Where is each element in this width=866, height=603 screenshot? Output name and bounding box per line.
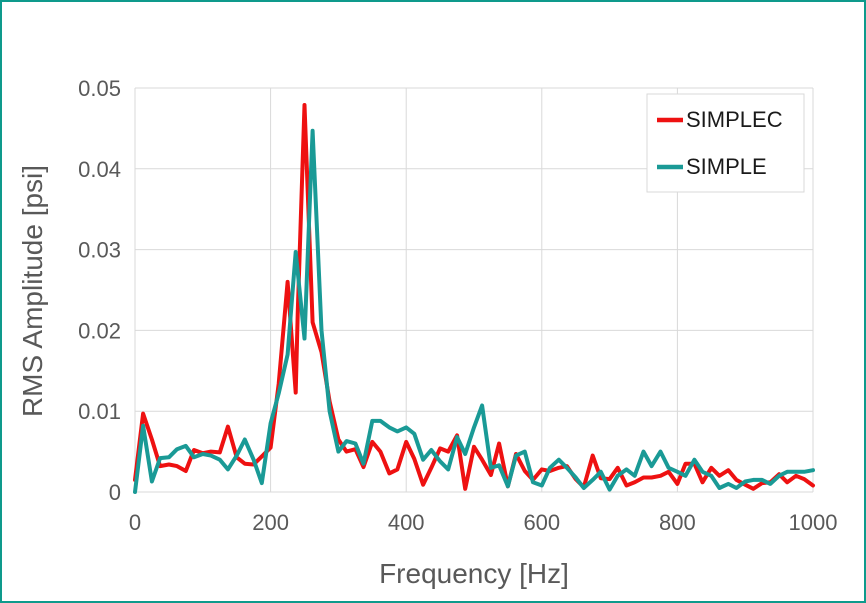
x-tick-label: 0 [129,510,141,535]
y-tick-label: 0.02 [78,318,121,343]
axes [134,88,813,493]
legend-box [646,93,805,193]
y-tick-label: 0.03 [78,238,121,263]
series-line-simple [133,128,815,494]
x-tick-label: 800 [659,510,696,535]
x-tick-label: 200 [252,510,289,535]
y-tick-label: 0.01 [78,399,121,424]
x-axis-label: Frequency [Hz] [379,558,569,589]
series-lines [133,103,815,494]
y-tick-label: 0 [109,480,121,505]
x-tick-labels: 0 200 400 600 800 1000 [129,510,838,535]
y-tick-label: 0.04 [78,157,121,182]
x-tick-label: 1000 [789,510,838,535]
y-tick-label: 0.05 [78,76,121,101]
x-tick-label: 600 [523,510,560,535]
y-axis-label: RMS Amplitude [psi] [17,165,48,417]
legend-label-simplec: SIMPLEC [686,107,783,132]
legend-label-simple: SIMPLE [686,154,767,179]
y-tick-labels: 0 0.01 0.02 0.03 0.04 0.05 [78,76,121,505]
series-line-simplec [133,103,815,491]
x-tick-label: 400 [388,510,425,535]
legend: SIMPLEC SIMPLE [646,93,805,193]
